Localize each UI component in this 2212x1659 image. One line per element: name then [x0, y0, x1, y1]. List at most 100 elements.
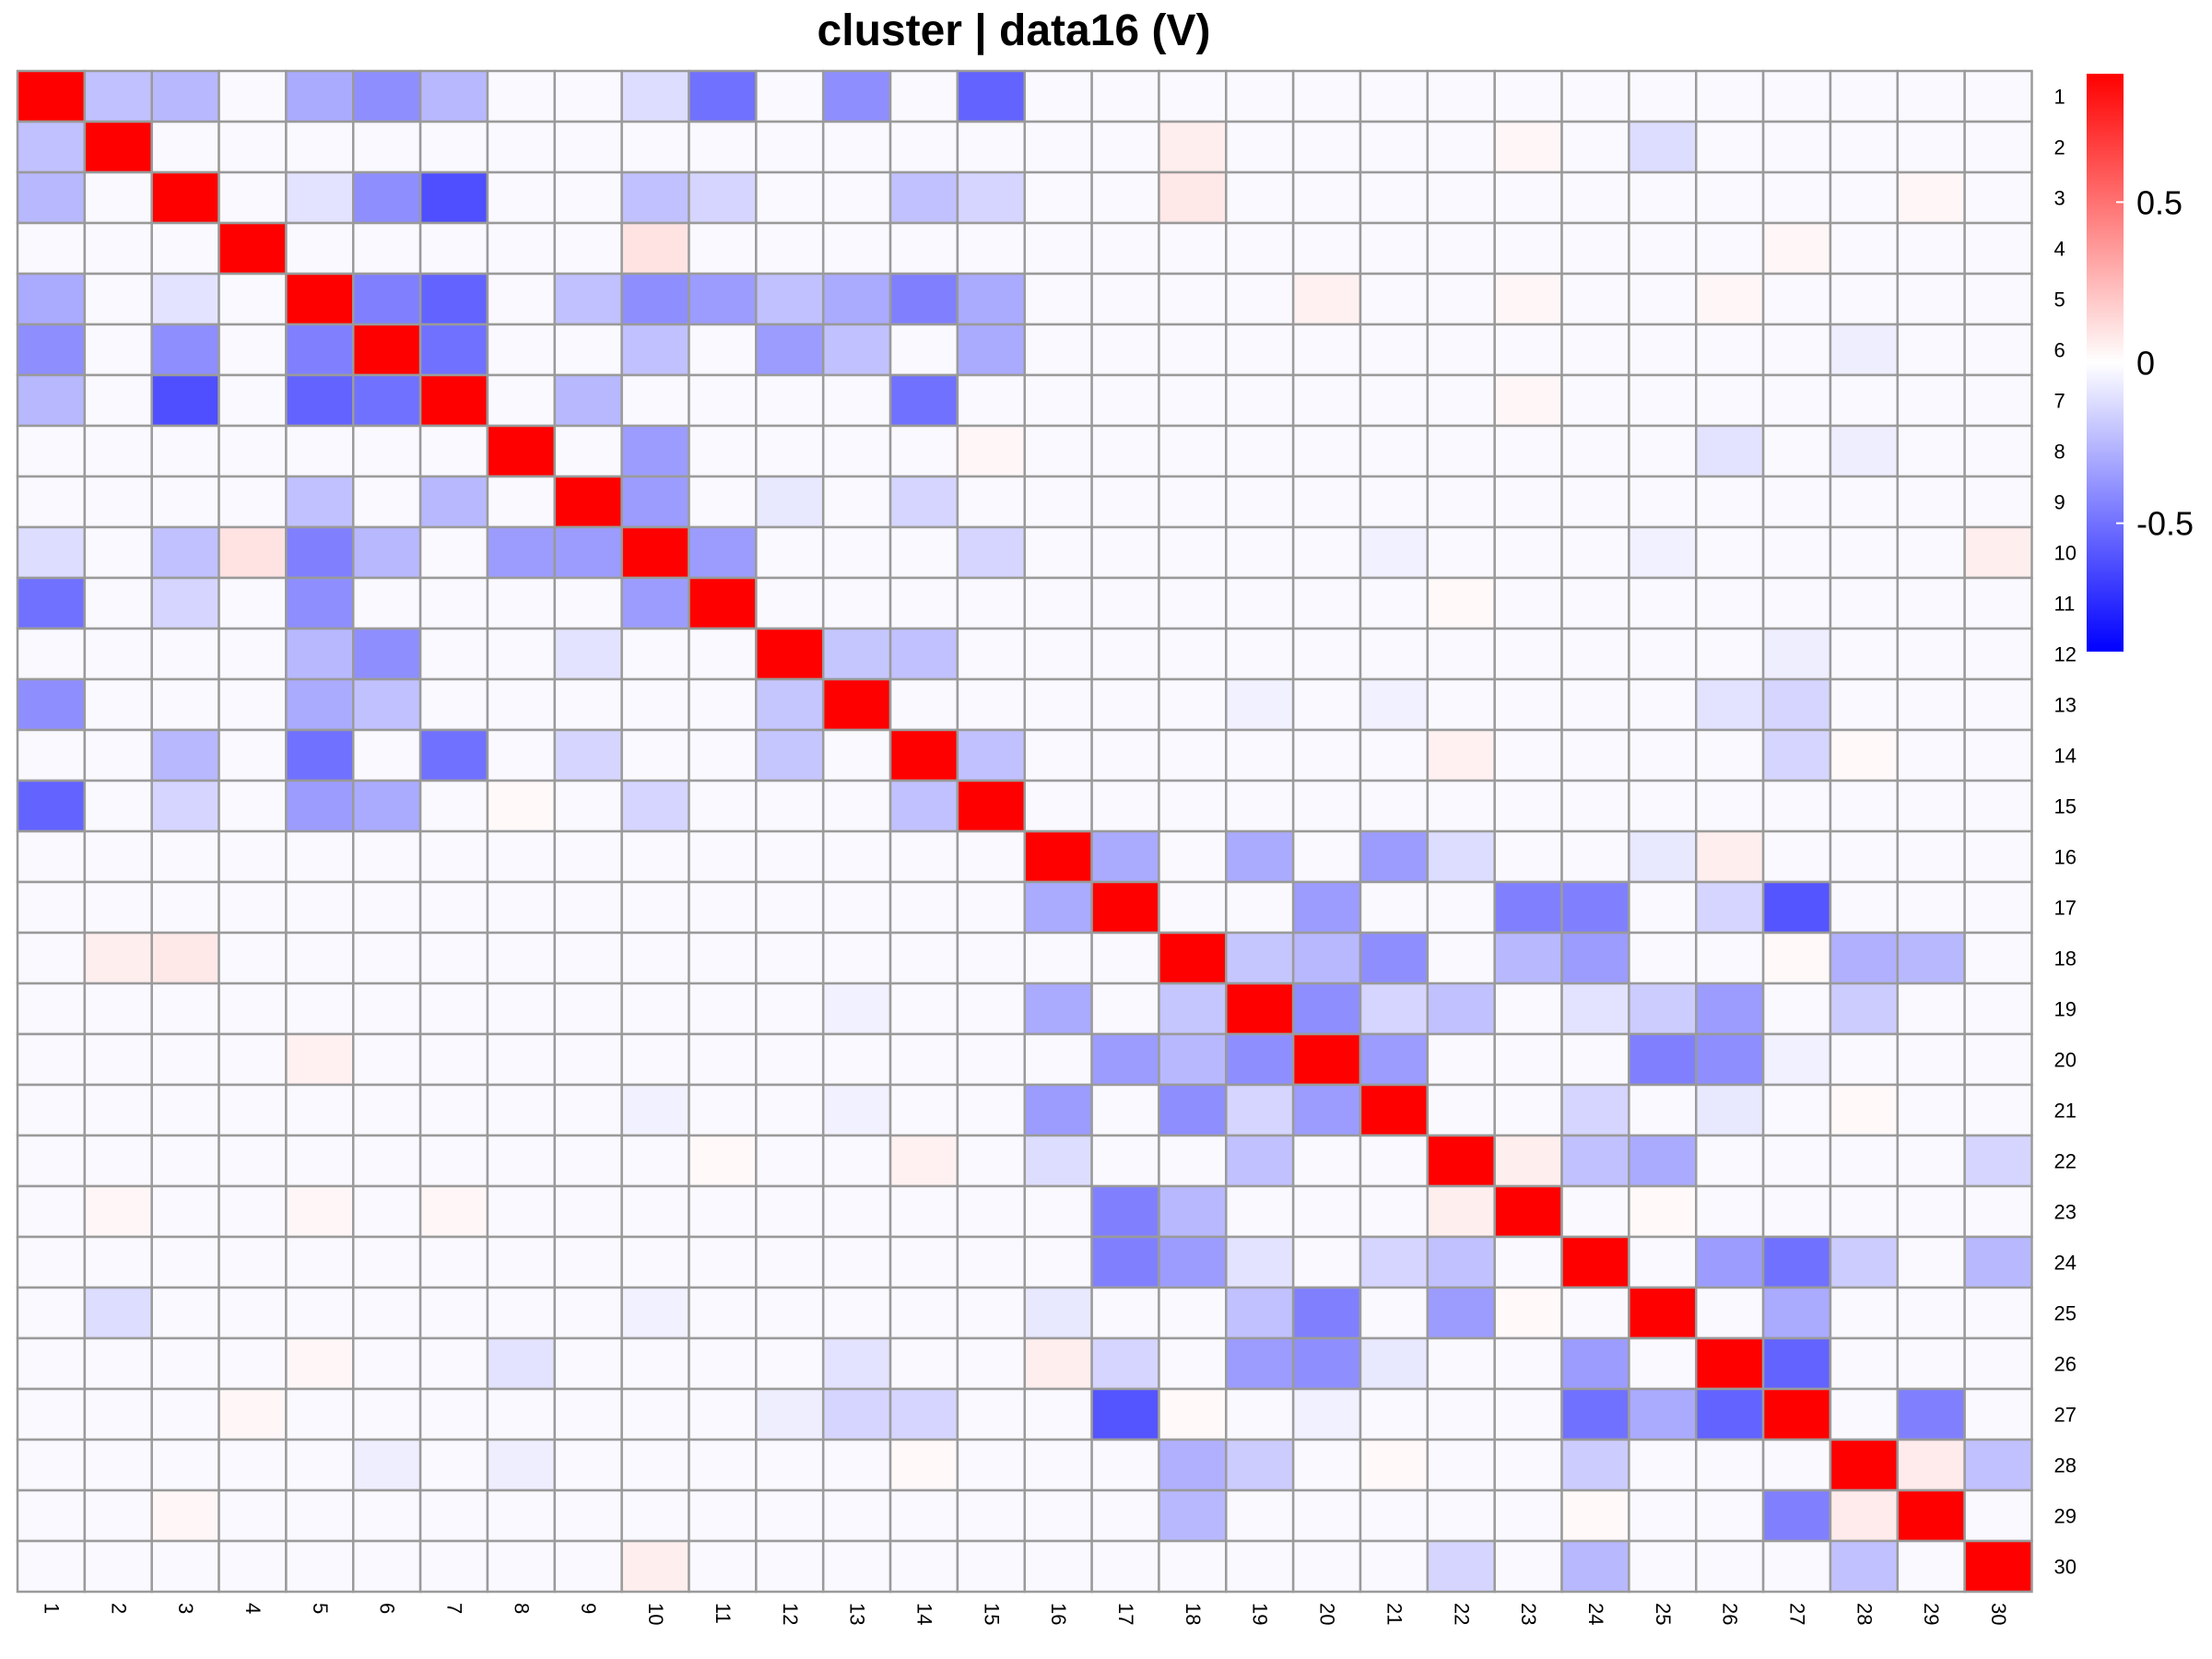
heatmap-cell-r13-c5 — [285, 677, 355, 732]
heatmap-cell-r19-c9 — [553, 982, 623, 1036]
heatmap-cell-r17-c3 — [150, 880, 220, 935]
heatmap-cell-r25-c30 — [1963, 1286, 2033, 1340]
heatmap-cell-r14-c29 — [1896, 728, 1966, 782]
heatmap-cell-r5-c11 — [688, 272, 758, 326]
heatmap-cell-r10-c19 — [1225, 525, 1295, 580]
col-label-17: 17 — [1114, 1603, 1137, 1625]
heatmap-cell-r23-c22 — [1426, 1184, 1496, 1239]
heatmap-cell-r8-c6 — [352, 424, 422, 478]
legend-ticks: 0.5 0 -0.5 — [2116, 183, 2194, 543]
heatmap-cell-r25-c22 — [1426, 1286, 1496, 1340]
heatmap-cell-r2-c27 — [1761, 120, 1832, 174]
heatmap-cell-r16-c17 — [1090, 830, 1160, 884]
heatmap-cell-r18-c8 — [486, 931, 557, 985]
heatmap-cell-r27-c20 — [1291, 1387, 1362, 1441]
heatmap-cell-r13-c4 — [218, 677, 288, 732]
heatmap-cell-r29-c6 — [352, 1488, 422, 1543]
heatmap-cell-r13-c9 — [553, 677, 623, 732]
row-label-9: 9 — [2054, 491, 2065, 514]
heatmap-cell-r14-c13 — [821, 728, 892, 782]
heatmap-cell-r20-c4 — [218, 1032, 288, 1087]
heatmap-cell-r16-c4 — [218, 830, 288, 884]
heatmap-cell-r23-c5 — [285, 1184, 355, 1239]
heatmap-cell-r26-c4 — [218, 1336, 288, 1391]
heatmap-cell-r17-c18 — [1158, 880, 1228, 935]
heatmap-cell-r29-c16 — [1023, 1488, 1093, 1543]
heatmap-cell-r13-c16 — [1023, 677, 1093, 732]
heatmap-cell-r25-c8 — [486, 1286, 557, 1340]
heatmap-cell-r19-c28 — [1829, 982, 1900, 1036]
heatmap-cell-r3-c26 — [1695, 171, 1765, 225]
heatmap-cell-r21-c1 — [16, 1083, 87, 1137]
heatmap-cell-r1-c11 — [688, 69, 758, 124]
heatmap-cell-r2-c5 — [285, 120, 355, 174]
heatmap-cell-r28-c1 — [16, 1438, 87, 1492]
heatmap-cell-r26-c26 — [1695, 1336, 1765, 1391]
heatmap-cell-r19-c21 — [1359, 982, 1430, 1036]
heatmap-cell-r1-c12 — [755, 69, 825, 124]
heatmap-cell-r30-c26 — [1695, 1539, 1765, 1594]
heatmap-cell-r24-c11 — [688, 1235, 758, 1289]
heatmap-cell-r13-c8 — [486, 677, 557, 732]
heatmap-cell-r20-c12 — [755, 1032, 825, 1087]
heatmap-cell-r5-c7 — [418, 272, 489, 326]
col-label-10: 10 — [644, 1603, 667, 1625]
heatmap-cell-r21-c2 — [83, 1083, 153, 1137]
heatmap-cell-r26-c2 — [83, 1336, 153, 1391]
heatmap-cell-r15-c28 — [1829, 779, 1900, 833]
heatmap-cell-r13-c15 — [956, 677, 1027, 732]
row-label-4: 4 — [2054, 238, 2065, 261]
heatmap-cell-r9-c24 — [1560, 475, 1630, 529]
heatmap-cell-r29-c11 — [688, 1488, 758, 1543]
heatmap-cell-r21-c10 — [620, 1083, 690, 1137]
heatmap-cell-r17-c7 — [418, 880, 489, 935]
heatmap-cell-r26-c22 — [1426, 1336, 1496, 1391]
row-label-8: 8 — [2054, 441, 2065, 464]
row-label-26: 26 — [2054, 1353, 2077, 1376]
heatmap-cell-r18-c19 — [1225, 931, 1295, 985]
heatmap-cell-r14-c3 — [150, 728, 220, 782]
heatmap-cell-r24-c28 — [1829, 1235, 1900, 1289]
heatmap-cell-r16-c19 — [1225, 830, 1295, 884]
heatmap-cell-r25-c15 — [956, 1286, 1027, 1340]
heatmap-cell-r28-c30 — [1963, 1438, 2033, 1492]
heatmap-cell-r7-c18 — [1158, 373, 1228, 428]
heatmap-cell-r25-c14 — [888, 1286, 959, 1340]
heatmap-cell-r6-c24 — [1560, 323, 1630, 377]
heatmap-cell-r22-c9 — [553, 1134, 623, 1188]
heatmap-cell-r23-c20 — [1291, 1184, 1362, 1239]
heatmap-cell-r27-c6 — [352, 1387, 422, 1441]
heatmap-cell-r13-c11 — [688, 677, 758, 732]
heatmap-cell-r24-c6 — [352, 1235, 422, 1289]
heatmap-cell-r28-c17 — [1090, 1438, 1160, 1492]
heatmap-cell-r7-c7 — [418, 373, 489, 428]
heatmap-cell-r20-c15 — [956, 1032, 1027, 1087]
heatmap-cell-r27-c28 — [1829, 1387, 1900, 1441]
row-label-30: 30 — [2054, 1556, 2077, 1579]
heatmap-cell-r24-c19 — [1225, 1235, 1295, 1289]
heatmap-cell-r3-c30 — [1963, 171, 2033, 225]
heatmap-cell-r24-c21 — [1359, 1235, 1430, 1289]
heatmap-cell-r25-c26 — [1695, 1286, 1765, 1340]
heatmap-cell-r17-c14 — [888, 880, 959, 935]
heatmap-cell-r30-c3 — [150, 1539, 220, 1594]
heatmap-cell-r16-c5 — [285, 830, 355, 884]
heatmap-cell-r1-c26 — [1695, 69, 1765, 124]
heatmap-cell-r22-c17 — [1090, 1134, 1160, 1188]
heatmap-cell-r16-c13 — [821, 830, 892, 884]
heatmap-cell-r12-c9 — [553, 627, 623, 681]
heatmap-cell-r15-c21 — [1359, 779, 1430, 833]
heatmap-cell-r17-c26 — [1695, 880, 1765, 935]
heatmap-cell-r4-c15 — [956, 221, 1027, 276]
heatmap-cell-r28-c18 — [1158, 1438, 1228, 1492]
heatmap-cell-r12-c21 — [1359, 627, 1430, 681]
heatmap-cell-r15-c16 — [1023, 779, 1093, 833]
heatmap-cell-r23-c13 — [821, 1184, 892, 1239]
heatmap-cell-r7-c5 — [285, 373, 355, 428]
heatmap-cell-r6-c4 — [218, 323, 288, 377]
heatmap-cell-r30-c12 — [755, 1539, 825, 1594]
heatmap-cell-r11-c8 — [486, 576, 557, 630]
heatmap-cell-r28-c28 — [1829, 1438, 1900, 1492]
heatmap-cell-r18-c1 — [16, 931, 87, 985]
heatmap-cell-r13-c22 — [1426, 677, 1496, 732]
